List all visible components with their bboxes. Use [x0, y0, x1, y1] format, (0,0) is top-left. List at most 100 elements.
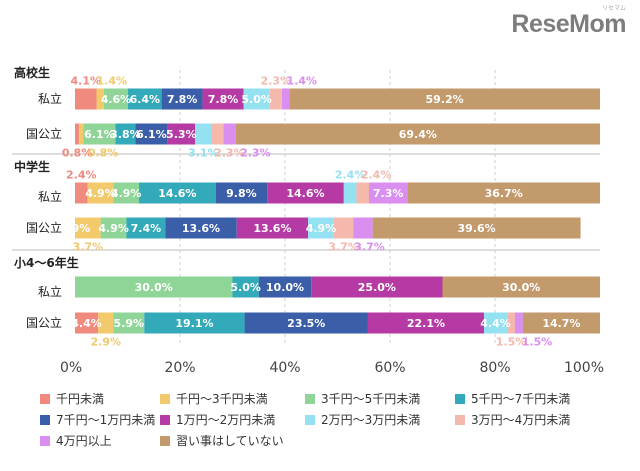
x-tick-label: 20%: [164, 360, 195, 376]
bar-segment: [87, 182, 114, 204]
bar-segment: [522, 312, 600, 334]
data-label: 13.6%: [182, 222, 220, 235]
data-label: 19.1%: [175, 317, 213, 330]
bar-segment: [195, 123, 212, 145]
data-label: 0.8%: [62, 147, 93, 160]
row-label: 国公立: [26, 315, 62, 330]
data-label: 10.0%: [266, 281, 304, 294]
bar-segment: [75, 217, 101, 239]
x-tick-label: 40%: [269, 360, 300, 376]
legend-label: 5千円～7千円未満: [471, 392, 570, 406]
data-label: 6.4%: [130, 93, 161, 106]
legend-swatch: [160, 436, 170, 446]
row-label: 私立: [38, 284, 62, 299]
legend-swatch: [455, 394, 465, 404]
logo-subtitle: リセマム: [601, 5, 626, 12]
data-label: 7.3%: [373, 187, 404, 200]
bar-segment: [75, 123, 80, 145]
bar-segment: [223, 123, 236, 145]
data-label: 2.4%: [335, 169, 366, 182]
bar-segment: [83, 123, 116, 145]
x-tick-label: 60%: [374, 360, 405, 376]
bar-segment: [135, 123, 168, 145]
bar-segment: [258, 276, 312, 298]
bar-segment: [269, 88, 282, 110]
data-label: 30.0%: [502, 281, 540, 294]
data-label: 1.4%: [97, 75, 128, 88]
bar-segment: [103, 88, 129, 110]
bar-segment: [144, 312, 245, 334]
bar-segment: [236, 217, 309, 239]
data-label: 3.7%: [328, 241, 359, 254]
bar-segment: [126, 217, 166, 239]
data-label: 25.0%: [358, 281, 396, 294]
data-label: 5.3%: [166, 128, 197, 141]
data-label: 14.6%: [158, 187, 196, 200]
x-tick-label: 0%: [60, 360, 82, 376]
legend-swatch: [40, 436, 50, 446]
bar-segment: [369, 182, 408, 204]
bar-segment: [367, 312, 484, 334]
data-label: 2.4%: [66, 169, 97, 182]
data-label: 69.4%: [399, 128, 437, 141]
data-label: 2.3%: [240, 147, 271, 160]
row-label: 私立: [38, 189, 62, 204]
bar-segment: [202, 88, 244, 110]
data-label: 30.0%: [135, 281, 173, 294]
bar-segment: [353, 217, 373, 239]
bar-segment: [308, 217, 334, 239]
legend-swatch: [455, 415, 465, 425]
data-label: 0.8%: [88, 147, 119, 160]
bar-segment: [100, 217, 127, 239]
group-label: 小4～6年生: [14, 255, 79, 270]
data-label: 4.4%: [480, 317, 511, 330]
bar-segment: [311, 276, 443, 298]
row-label: 国公立: [26, 220, 62, 235]
bar-segment: [113, 312, 145, 334]
resemom-logo: ReseMom: [511, 10, 626, 38]
data-label: 14.7%: [542, 317, 580, 330]
bar-segment: [75, 276, 233, 298]
data-label: 4.9%: [85, 187, 116, 200]
data-label: 36.7%: [485, 187, 523, 200]
x-tick-label: 80%: [479, 360, 510, 376]
row-label: 国公立: [26, 126, 62, 141]
legend-label: 7千円～1万円未満: [56, 413, 155, 427]
data-label: 6.1%: [136, 128, 167, 141]
bar-segment: [75, 182, 88, 204]
bar-segment: [267, 182, 344, 204]
bar-segment: [372, 217, 581, 239]
legend-swatch: [305, 415, 315, 425]
data-label: 4.1%: [71, 75, 102, 88]
data-label: 2.9%: [90, 336, 121, 349]
bar-segment: [161, 88, 203, 110]
legend-label: 習い事はしていない: [176, 434, 284, 448]
data-label: 2.4%: [361, 169, 392, 182]
bar-segment: [215, 182, 268, 204]
bar-segment: [96, 88, 104, 110]
group-label: 高校生: [14, 65, 50, 80]
legend-swatch: [40, 415, 50, 425]
bar-segment: [115, 123, 136, 145]
data-label: 4.9%: [306, 222, 337, 235]
bar-segment: [514, 312, 523, 334]
bar-segment: [232, 276, 259, 298]
data-label: 23.5%: [287, 317, 325, 330]
legend-label: 3万円～4万円未満: [471, 413, 570, 427]
bar-segment: [507, 312, 515, 334]
legend-label: 千円未満: [56, 392, 104, 406]
legend-swatch: [40, 394, 50, 404]
bar-segment: [343, 182, 357, 204]
data-label: 59.2%: [426, 93, 464, 106]
data-label: 22.1%: [407, 317, 445, 330]
data-label: 1.5%: [522, 336, 553, 349]
bar-segment: [113, 182, 140, 204]
legend-label: 1万円～2万円未満: [176, 413, 275, 427]
bar-segment: [167, 123, 196, 145]
data-label: 3.7%: [73, 241, 104, 254]
data-label: 6.1%: [84, 128, 115, 141]
bar-segment: [128, 88, 162, 110]
data-label: 5.9%: [114, 317, 145, 330]
bar-segment: [211, 123, 224, 145]
